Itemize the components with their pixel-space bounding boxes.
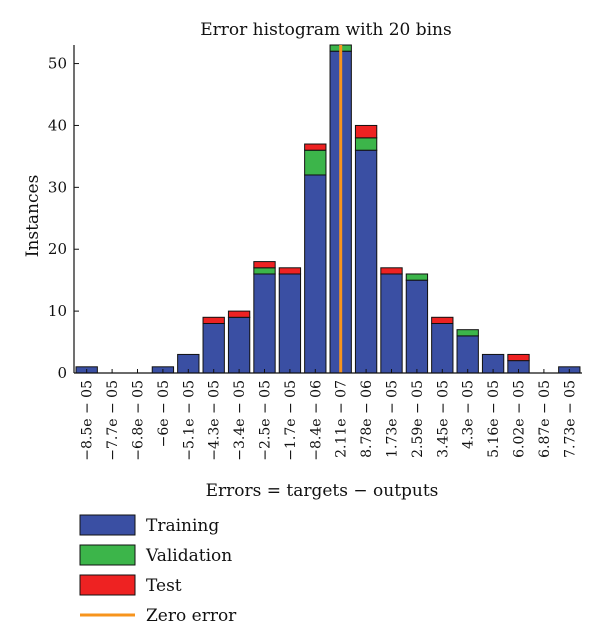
bar-test-17 — [507, 353, 530, 362]
bar-test-9 — [304, 143, 327, 151]
bar-training-7 — [253, 273, 276, 374]
x-tick-label-18: 6.87e − 05 — [537, 380, 553, 458]
bar-test-11 — [354, 124, 378, 139]
x-tick-label-12: 1.73e − 05 — [385, 380, 401, 458]
legend-label-zero-error: Zero error — [146, 606, 237, 626]
bar-training-9 — [304, 174, 327, 374]
bar-test-5 — [202, 316, 225, 324]
bar-training-11 — [354, 149, 378, 374]
chart-title: Error histogram with 20 bins — [200, 20, 451, 40]
x-tick-label-1: −7.7e − 05 — [105, 380, 121, 461]
y-tick-label-2: 20 — [48, 240, 67, 258]
bar-training-13 — [405, 279, 429, 374]
x-tick-label-9: −8.4e − 06 — [308, 380, 324, 461]
bar-training-6 — [227, 316, 251, 374]
x-tick-label-11: 8.78e − 06 — [359, 380, 375, 458]
x-tick-label-3: −6e − 05 — [156, 380, 172, 447]
x-tick-label-10: 2.11e − 07 — [334, 380, 350, 458]
bar-training-12 — [380, 273, 403, 374]
bar-test-6 — [227, 310, 251, 318]
x-tick-label-16: 5.16e − 05 — [486, 380, 502, 458]
legend-label-training: Training — [146, 516, 219, 536]
x-tick-label-5: −4.3e − 05 — [207, 380, 223, 461]
y-axis-label: Instances — [23, 175, 43, 258]
legend-swatch-validation — [79, 544, 136, 566]
x-tick-label-14: 3.45e − 05 — [435, 380, 451, 458]
x-tick-label-15: 4.3e − 05 — [461, 380, 477, 449]
y-tick-labels: 0 10 20 30 40 50 — [48, 55, 79, 382]
y-tick-label-4: 40 — [48, 116, 67, 134]
bar-validation-15 — [456, 329, 479, 337]
bar-validation-13 — [405, 273, 429, 281]
legend-label-test: Test — [146, 576, 182, 596]
x-tick-label-19: 7.73e − 05 — [562, 380, 578, 458]
bar-validation-9 — [304, 149, 327, 176]
bar-validation-7 — [253, 267, 276, 275]
bar-training-14 — [431, 322, 454, 374]
bar-test-7 — [253, 261, 276, 269]
legend-label-validation: Validation — [145, 546, 232, 566]
x-tick-label-6: −3.4e − 05 — [232, 380, 248, 461]
x-tick-label-4: −5.1e − 05 — [181, 380, 197, 461]
y-tick-label-5: 50 — [48, 55, 67, 73]
x-tick-label-17: 6.02e − 05 — [512, 380, 528, 458]
x-tick-label-2: −6.8e − 05 — [131, 380, 147, 461]
x-tick-label-8: −1.7e − 05 — [283, 380, 299, 461]
bar-test-12 — [380, 267, 403, 275]
bar-training-5 — [202, 322, 225, 374]
bars-layer — [75, 44, 581, 374]
legend: Training Validation Test Zero error — [79, 514, 237, 626]
x-tick-label-13: 2.59e − 05 — [410, 380, 426, 458]
bar-test-8 — [278, 267, 302, 275]
x-tick-labels: −8.5e − 05 −7.7e − 05 −6.8e − 05 −6e − 05 −5… — [80, 369, 578, 461]
x-axis-label: Errors = targets − outputs — [206, 481, 439, 501]
bar-validation-11 — [354, 137, 378, 151]
y-tick-label-3: 30 — [48, 178, 67, 196]
y-tick-label-0: 0 — [57, 364, 67, 382]
y-tick-label-1: 10 — [48, 302, 67, 320]
legend-swatch-training — [79, 514, 136, 536]
x-tick-label-0: −8.5e − 05 — [80, 380, 96, 461]
bar-test-14 — [431, 316, 454, 324]
legend-swatch-test — [79, 574, 136, 596]
x-tick-label-7: −2.5e − 05 — [258, 380, 274, 461]
bar-training-8 — [278, 273, 302, 374]
bar-training-15 — [456, 335, 479, 374]
